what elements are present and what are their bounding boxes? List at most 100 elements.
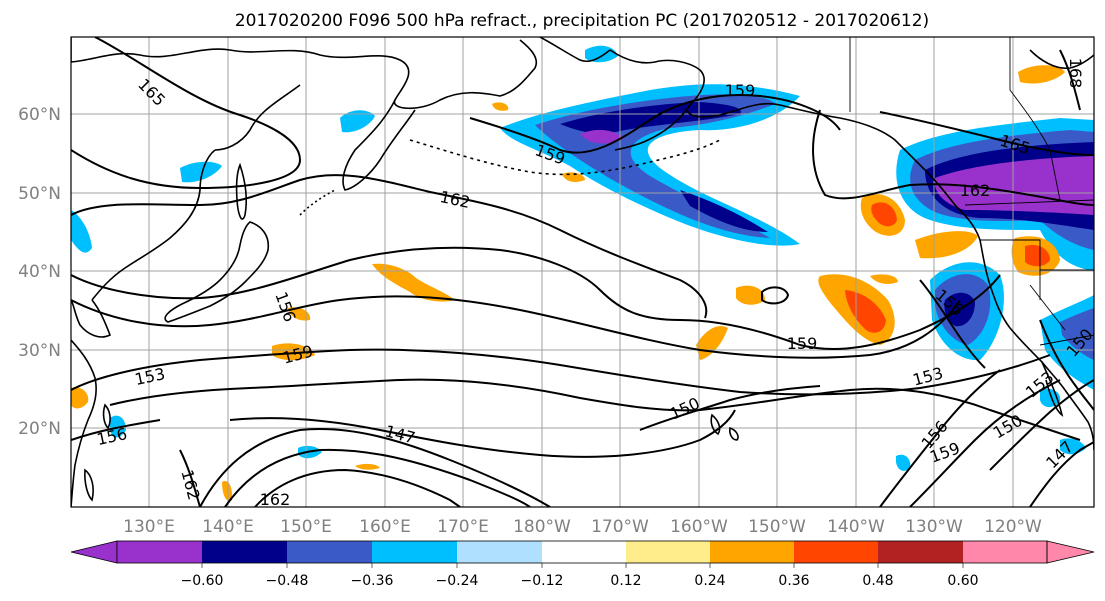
colorbar-bin (372, 541, 457, 563)
coastline-kamchatka (342, 99, 416, 191)
positive-anomaly-170e (372, 263, 455, 302)
colorbar-tick-label: 0.24 (694, 573, 725, 589)
contour-162 (71, 174, 708, 319)
coastlines (71, 37, 1094, 507)
coastline-chukotka (539, 37, 611, 63)
lon-label-130e: 130°E (123, 517, 175, 537)
colorbar-bin (878, 541, 963, 563)
colorbar-bin (710, 541, 794, 563)
contour-147-east (1029, 441, 1094, 507)
colorbar-tick-label: −0.36 (351, 573, 394, 589)
positive-anomaly-165w (736, 285, 765, 305)
contour-165-east (879, 111, 1094, 156)
contour-south-nested-1 (199, 428, 551, 507)
colorbar-bin (626, 541, 710, 563)
colorbar-tick-label: −0.12 (521, 573, 564, 589)
contour-label: 162 (260, 490, 291, 509)
border-us-states-1 (980, 239, 1041, 300)
colorbar-bin (457, 541, 542, 563)
negative-anomaly-kamchatka (340, 110, 375, 133)
longitude-labels: 130°E 140°E 150°E 160°E 170°E 180°W 170°… (123, 517, 1042, 537)
colorbar-bin (542, 541, 626, 563)
map-panel: 165 159 159 162 165 162 156 156 159 153 … (70, 36, 1095, 509)
colorbar-tick-label: 0.12 (610, 573, 641, 589)
border-bc-alberta (1009, 37, 1061, 201)
contour-small-loop (761, 286, 790, 305)
colorbar-tick-label: −0.24 (436, 573, 479, 589)
negative-anomaly-aleutian-tail (680, 190, 768, 232)
lat-label-40n: 40°N (18, 262, 61, 282)
coastline-alaska-peninsula (614, 104, 691, 151)
negative-anomaly-mexico-core (1060, 308, 1094, 360)
contour-162-east (812, 109, 1094, 206)
lon-label-130w: 130°W (905, 517, 963, 537)
coastline-taiwan (102, 403, 111, 430)
contour-165-west (71, 37, 302, 190)
contour-156-south (71, 419, 161, 441)
lon-label-150e: 150°E (280, 517, 332, 537)
negative-anomaly-tropics (896, 454, 911, 471)
contour-153 (71, 348, 1051, 396)
contour-label: 168 (1066, 58, 1085, 89)
contour-156-east (879, 369, 1001, 507)
coastline-sakhalin (235, 162, 247, 220)
positive-anomaly-canada (1018, 65, 1065, 84)
coastline-bc (924, 169, 981, 241)
positive-anomaly-aleutian-west (492, 102, 509, 111)
latitude-labels: 60°N 50°N 40°N 30°N 20°N (18, 105, 61, 439)
colorbar-bin (287, 541, 372, 563)
negative-anomaly-aleutian-min (580, 129, 625, 144)
colorbar-extend-high (1046, 540, 1095, 564)
contour-label: 162 (960, 181, 991, 200)
positive-anomaly-140w-north-core (871, 202, 897, 227)
contour-168 (1059, 49, 1081, 111)
coastline-japan (164, 221, 270, 323)
positive-anomaly-nevada-core (1025, 244, 1050, 267)
contour-156 (71, 295, 961, 359)
contour-159-north (469, 94, 841, 154)
contour-california (919, 279, 986, 369)
lon-label-140w: 140°W (827, 517, 885, 537)
coastline-hawaii-big (729, 426, 739, 441)
positive-anomaly-bottom (355, 463, 380, 470)
colorbar-bin (794, 541, 878, 563)
coastline-kurils (299, 189, 336, 216)
border-us-mexico (1039, 334, 1094, 346)
colorbar: −0.60 −0.48 −0.36 −0.24 −0.12 0.12 0.24 … (70, 540, 1095, 589)
coastline-china (71, 339, 97, 507)
coastline-siberia (71, 37, 538, 110)
map-title: 2017020200 F096 500 hPa refract., precip… (235, 11, 929, 31)
contour-label: 159 (787, 334, 818, 353)
borders (849, 37, 1094, 346)
coastline-philippines (84, 468, 94, 502)
lon-label-160w: 160°W (670, 517, 728, 537)
lon-label-120w: 120°W (984, 517, 1042, 537)
colorbar-bin (963, 541, 1047, 563)
lat-label-60n: 60°N (18, 105, 61, 125)
colorbar-tick-label: 0.60 (947, 573, 978, 589)
contour-159-middle (71, 246, 1001, 350)
colorbar-tick-label: −0.48 (266, 573, 309, 589)
coastline-okhotsk (214, 84, 301, 151)
coastline-hawaii (710, 413, 721, 436)
contour-159-east (909, 379, 1061, 507)
coastline-far-east (91, 149, 216, 301)
coastline-aleutians (409, 139, 721, 176)
lon-label-180w: 180°W (513, 517, 571, 537)
coastline-korea (71, 299, 112, 338)
coastline-canada (1029, 49, 1094, 70)
lon-label-140e: 140°E (202, 517, 254, 537)
coastline-us-west (979, 239, 1066, 391)
positive-anomaly-mid (870, 274, 898, 284)
lon-label-150w: 150°W (748, 517, 806, 537)
positive-anomaly-bottom-left (222, 480, 233, 502)
positive-anomaly-150e (288, 307, 311, 321)
colorbar-bin (202, 541, 287, 563)
colorbar-frame (116, 540, 1048, 564)
positive-anomaly-150w-core (845, 290, 886, 333)
refractivity-contours (71, 37, 1094, 507)
contour-mexico (1039, 319, 1094, 411)
contour-150-east (989, 379, 1094, 471)
lat-label-30n: 30°N (18, 341, 61, 361)
